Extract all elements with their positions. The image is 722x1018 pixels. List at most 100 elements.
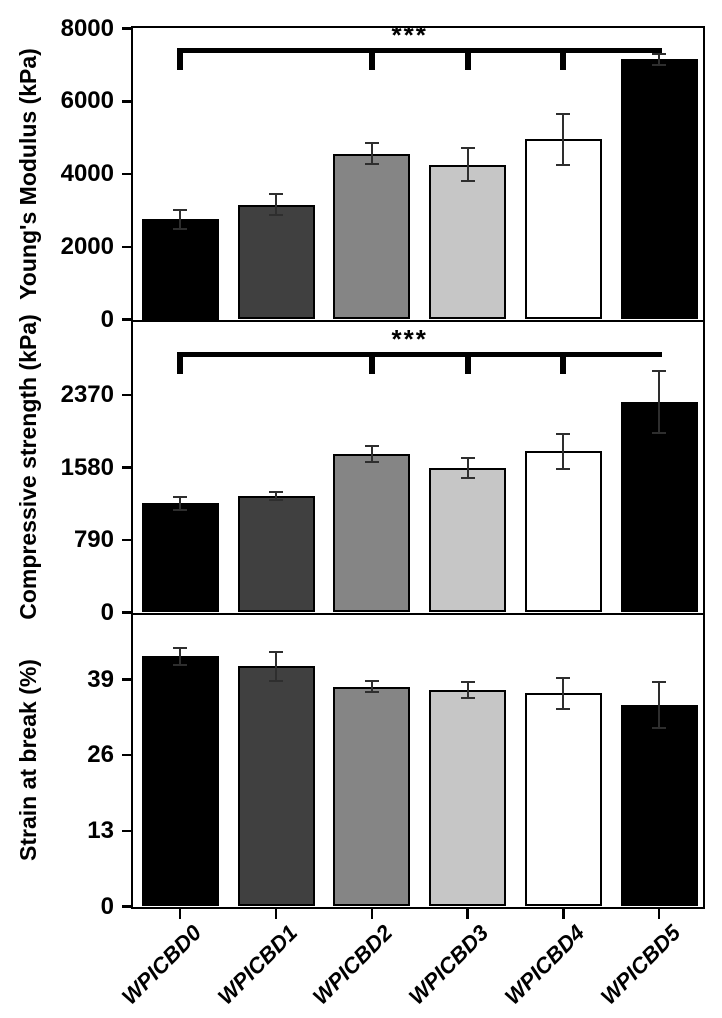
x-axis-label-WPICBD4: WPICBD4 <box>499 920 590 1010</box>
significance-tick-youngs-modulus-WPICBD2 <box>368 48 375 70</box>
x-axis-label-WPICBD5: WPICBD5 <box>595 920 685 1010</box>
y-tick-label-compressive-strength-0: 0 <box>100 598 114 626</box>
x-tick-WPICBD4 <box>562 909 565 919</box>
x-tick-WPICBD2 <box>370 909 374 919</box>
y-tick-label-youngs-modulus-8000: 8000 <box>60 14 114 42</box>
significance-tick-compressive-strength-WPICBD3 <box>464 352 471 374</box>
error-cap-youngs-modulus-WPICBD1-high <box>269 192 283 195</box>
error-cap-compressive-strength-WPICBD3-low <box>460 477 475 480</box>
error-cap-compressive-strength-WPICBD1-high <box>269 491 283 494</box>
error-cap-compressive-strength-WPICBD4-low <box>556 467 571 470</box>
significance-label-compressive-strength: *** <box>391 324 428 354</box>
significance-bracket-compressive-strength <box>177 352 663 357</box>
error-cap-compressive-strength-WPICBD2-low <box>364 460 379 463</box>
error-bar-strain-at-break-WPICBD2 <box>370 680 373 693</box>
error-bar-strain-at-break-WPICBD5 <box>658 681 661 729</box>
significance-tick-youngs-modulus-WPICBD0 <box>177 48 184 70</box>
bar-youngs-modulus-WPICBD5 <box>620 59 698 320</box>
bar-strain-at-break-WPICBD5 <box>620 705 698 907</box>
y-tick-label-strain-at-break-39: 39 <box>87 665 114 693</box>
error-cap-strain-at-break-WPICBD0-low <box>173 663 188 666</box>
bar-strain-at-break-WPICBD3 <box>429 689 507 907</box>
error-cap-youngs-modulus-WPICBD5-high <box>652 52 667 55</box>
error-cap-youngs-modulus-WPICBD2-low <box>364 163 379 166</box>
error-bar-strain-at-break-WPICBD0 <box>179 647 182 665</box>
error-cap-youngs-modulus-WPICBD2-high <box>364 142 379 145</box>
x-axis-label-WPICBD1: WPICBD1 <box>212 920 302 1010</box>
bar-compressive-strength-WPICBD2 <box>333 454 411 613</box>
error-cap-strain-at-break-WPICBD1-high <box>269 650 283 653</box>
error-bar-compressive-strength-WPICBD4 <box>562 434 565 469</box>
error-cap-compressive-strength-WPICBD4-high <box>556 433 571 435</box>
y-tick-strain-at-break-13 <box>122 829 131 833</box>
y-tick-label-strain-at-break-13: 13 <box>87 816 114 844</box>
x-tick-WPICBD3 <box>466 909 469 919</box>
error-cap-compressive-strength-WPICBD1-low <box>269 498 283 501</box>
bar-compressive-strength-WPICBD3 <box>429 467 507 613</box>
significance-tick-youngs-modulus-WPICBD4 <box>560 48 567 70</box>
y-tick-label-strain-at-break-0: 0 <box>100 892 114 920</box>
y-tick-youngs-modulus-4000 <box>122 172 131 176</box>
error-cap-strain-at-break-WPICBD2-high <box>364 679 379 682</box>
error-cap-strain-at-break-WPICBD3-high <box>460 681 475 684</box>
y-tick-label-compressive-strength-790: 790 <box>73 526 114 553</box>
significance-bracket-youngs-modulus <box>177 48 663 53</box>
error-cap-strain-at-break-WPICBD5-low <box>652 727 667 730</box>
panel-compressive-strength <box>131 320 705 615</box>
y-tick-compressive-strength-790 <box>122 538 131 542</box>
error-bar-strain-at-break-WPICBD4 <box>562 678 565 709</box>
y-tick-label-youngs-modulus-0: 0 <box>100 305 114 333</box>
y-tick-youngs-modulus-2000 <box>122 245 131 248</box>
error-cap-compressive-strength-WPICBD0-low <box>173 508 188 511</box>
error-bar-strain-at-break-WPICBD3 <box>466 682 469 698</box>
panel-youngs-modulus <box>131 26 705 322</box>
y-tick-compressive-strength-0 <box>122 611 131 614</box>
y-tick-label-strain-at-break-26: 26 <box>87 741 114 769</box>
error-cap-youngs-modulus-WPICBD0-low <box>173 227 188 230</box>
error-bar-youngs-modulus-WPICBD5 <box>658 53 661 65</box>
error-bar-strain-at-break-WPICBD1 <box>275 651 277 681</box>
error-bar-compressive-strength-WPICBD0 <box>179 496 182 510</box>
x-tick-WPICBD1 <box>274 909 278 919</box>
y-tick-strain-at-break-39 <box>122 678 131 681</box>
error-cap-youngs-modulus-WPICBD0-high <box>173 209 188 212</box>
error-cap-compressive-strength-WPICBD3-high <box>460 456 475 459</box>
x-axis-label-WPICBD0: WPICBD0 <box>116 920 206 1010</box>
error-cap-youngs-modulus-WPICBD3-low <box>460 179 475 182</box>
y-tick-label-compressive-strength-2370: 2370 <box>60 381 114 408</box>
error-bar-compressive-strength-WPICBD3 <box>466 457 469 479</box>
error-cap-strain-at-break-WPICBD4-low <box>556 707 571 710</box>
y-tick-compressive-strength-2370 <box>122 393 131 397</box>
y-tick-compressive-strength-1580 <box>122 466 131 469</box>
error-bar-youngs-modulus-WPICBD2 <box>370 143 373 165</box>
bar-youngs-modulus-WPICBD0 <box>141 219 219 320</box>
bar-strain-at-break-WPICBD0 <box>141 656 219 907</box>
y-tick-strain-at-break-0 <box>122 905 131 908</box>
x-axis-label-WPICBD3: WPICBD3 <box>403 920 494 1010</box>
y-tick-youngs-modulus-0 <box>122 318 131 321</box>
y-tick-youngs-modulus-8000 <box>122 27 131 30</box>
error-cap-youngs-modulus-WPICBD1-low <box>269 214 283 217</box>
panel-strain-at-break <box>131 613 705 909</box>
bar-strain-at-break-WPICBD4 <box>524 693 602 907</box>
y-tick-label-youngs-modulus-6000: 6000 <box>60 87 114 115</box>
bar-youngs-modulus-WPICBD3 <box>429 164 507 320</box>
error-cap-strain-at-break-WPICBD1-low <box>269 679 283 682</box>
error-cap-strain-at-break-WPICBD5-high <box>652 680 667 683</box>
x-tick-WPICBD5 <box>657 909 661 919</box>
bar-youngs-modulus-WPICBD1 <box>237 204 315 320</box>
error-bar-compressive-strength-WPICBD2 <box>370 446 373 462</box>
x-axis-label-WPICBD2: WPICBD2 <box>308 920 398 1010</box>
error-cap-strain-at-break-WPICBD0-high <box>173 646 188 649</box>
bar-strain-at-break-WPICBD1 <box>237 666 315 907</box>
error-bar-youngs-modulus-WPICBD1 <box>275 193 277 216</box>
bar-compressive-strength-WPICBD4 <box>524 451 602 613</box>
error-bar-youngs-modulus-WPICBD4 <box>562 113 565 165</box>
error-cap-youngs-modulus-WPICBD4-high <box>556 112 571 115</box>
y-tick-label-compressive-strength-1580: 1580 <box>60 453 114 481</box>
bar-youngs-modulus-WPICBD4 <box>524 139 602 320</box>
bar-strain-at-break-WPICBD2 <box>333 686 411 907</box>
error-cap-compressive-strength-WPICBD0-high <box>173 495 188 498</box>
bar-compressive-strength-WPICBD0 <box>141 503 219 613</box>
